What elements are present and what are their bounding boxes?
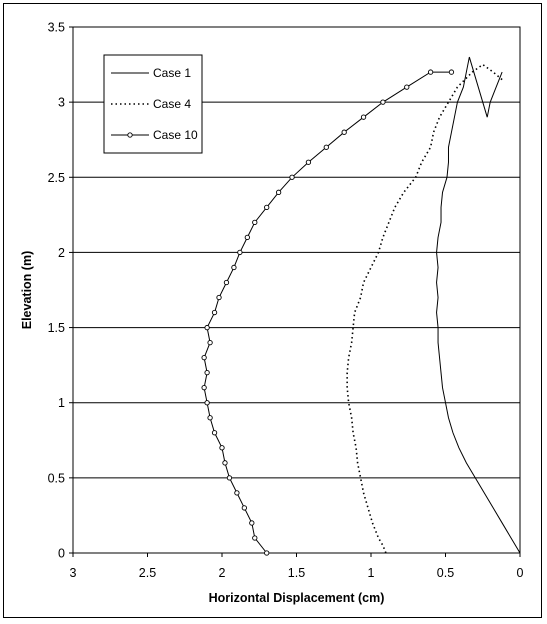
- point-2-28: [341, 129, 347, 135]
- x-axis-title: Horizontal Displacement (cm): [209, 591, 385, 605]
- x-tick-label-3: 1.5: [288, 566, 305, 580]
- x-tick-label-5: 0.5: [437, 566, 454, 580]
- point-2-16: [211, 309, 218, 316]
- point-2-32: [427, 69, 434, 75]
- point-2-33: [448, 69, 455, 75]
- y-tick-label-1: 0.5: [48, 471, 65, 485]
- legend-box: [103, 54, 203, 154]
- point-2-19: [231, 264, 237, 271]
- x-tick-label-2: 2: [219, 566, 226, 580]
- point-2-4: [234, 490, 240, 496]
- point-2-11: [201, 385, 207, 391]
- point-2-6: [222, 460, 228, 466]
- y-axis-title: Elevation (m): [20, 251, 34, 330]
- point-2-18: [223, 279, 230, 286]
- series-case-4: [346, 63, 503, 554]
- series-case-10: [201, 69, 455, 556]
- point-2-2: [249, 520, 255, 526]
- point-2-31: [404, 84, 410, 90]
- y-tick-label-5: 2.5: [48, 171, 65, 185]
- point-2-29: [360, 114, 367, 120]
- y-tick-label-2: 1: [58, 396, 65, 410]
- point-2-10: [204, 400, 210, 406]
- series-layer: [201, 56, 521, 556]
- y-tick-label-7: 3.5: [48, 21, 65, 35]
- x-tick-label-1: 2.5: [139, 566, 156, 580]
- y-tick-label-0: 0: [58, 547, 65, 561]
- point-2-21: [244, 234, 250, 241]
- x-tick-label-0: 3: [70, 566, 77, 580]
- point-2-24: [275, 189, 282, 195]
- gridlines: [73, 101, 520, 479]
- y-tick-label-6: 3: [58, 96, 65, 110]
- y-tick-label-4: 2: [58, 246, 65, 260]
- series-line-0: [436, 56, 521, 554]
- point-2-26: [305, 159, 312, 165]
- point-2-8: [211, 430, 218, 436]
- x-tick-label-6: 0: [517, 566, 524, 580]
- legend-label-0: Case 1: [153, 66, 191, 80]
- point-2-30: [380, 99, 386, 105]
- point-2-14: [207, 339, 213, 346]
- legend-label-1: Case 4: [153, 97, 191, 111]
- point-2-25: [289, 174, 295, 180]
- series-line-2: [203, 71, 452, 554]
- point-2-17: [216, 294, 222, 301]
- point-2-9: [207, 415, 213, 421]
- legend-marker-2: [127, 132, 133, 138]
- point-2-3: [241, 505, 248, 511]
- chart-frame: [3, 3, 542, 618]
- legend: Case 1 Case 4 Case 10: [103, 54, 203, 154]
- ticks: 0 0.5 1 1.5 2 2.5 3 3.5 3 2.5 2 1.5 1 0.5 0: [48, 21, 524, 581]
- series-line-1: [346, 63, 503, 554]
- point-2-1: [252, 535, 258, 541]
- point-2-23: [264, 204, 270, 210]
- point-2-12: [204, 370, 210, 376]
- point-2-27: [323, 144, 329, 150]
- x-tick-label-4: 1: [368, 566, 375, 580]
- point-2-7: [219, 445, 225, 451]
- y-tick-label-3: 1.5: [48, 321, 65, 335]
- point-2-15: [204, 324, 210, 331]
- point-2-0: [264, 550, 270, 556]
- point-2-13: [201, 354, 207, 361]
- legend-label-2: Case 10: [153, 128, 198, 142]
- series-case-1: [436, 56, 521, 554]
- point-2-22: [252, 219, 258, 226]
- point-2-20: [237, 249, 243, 256]
- point-2-5: [226, 475, 233, 481]
